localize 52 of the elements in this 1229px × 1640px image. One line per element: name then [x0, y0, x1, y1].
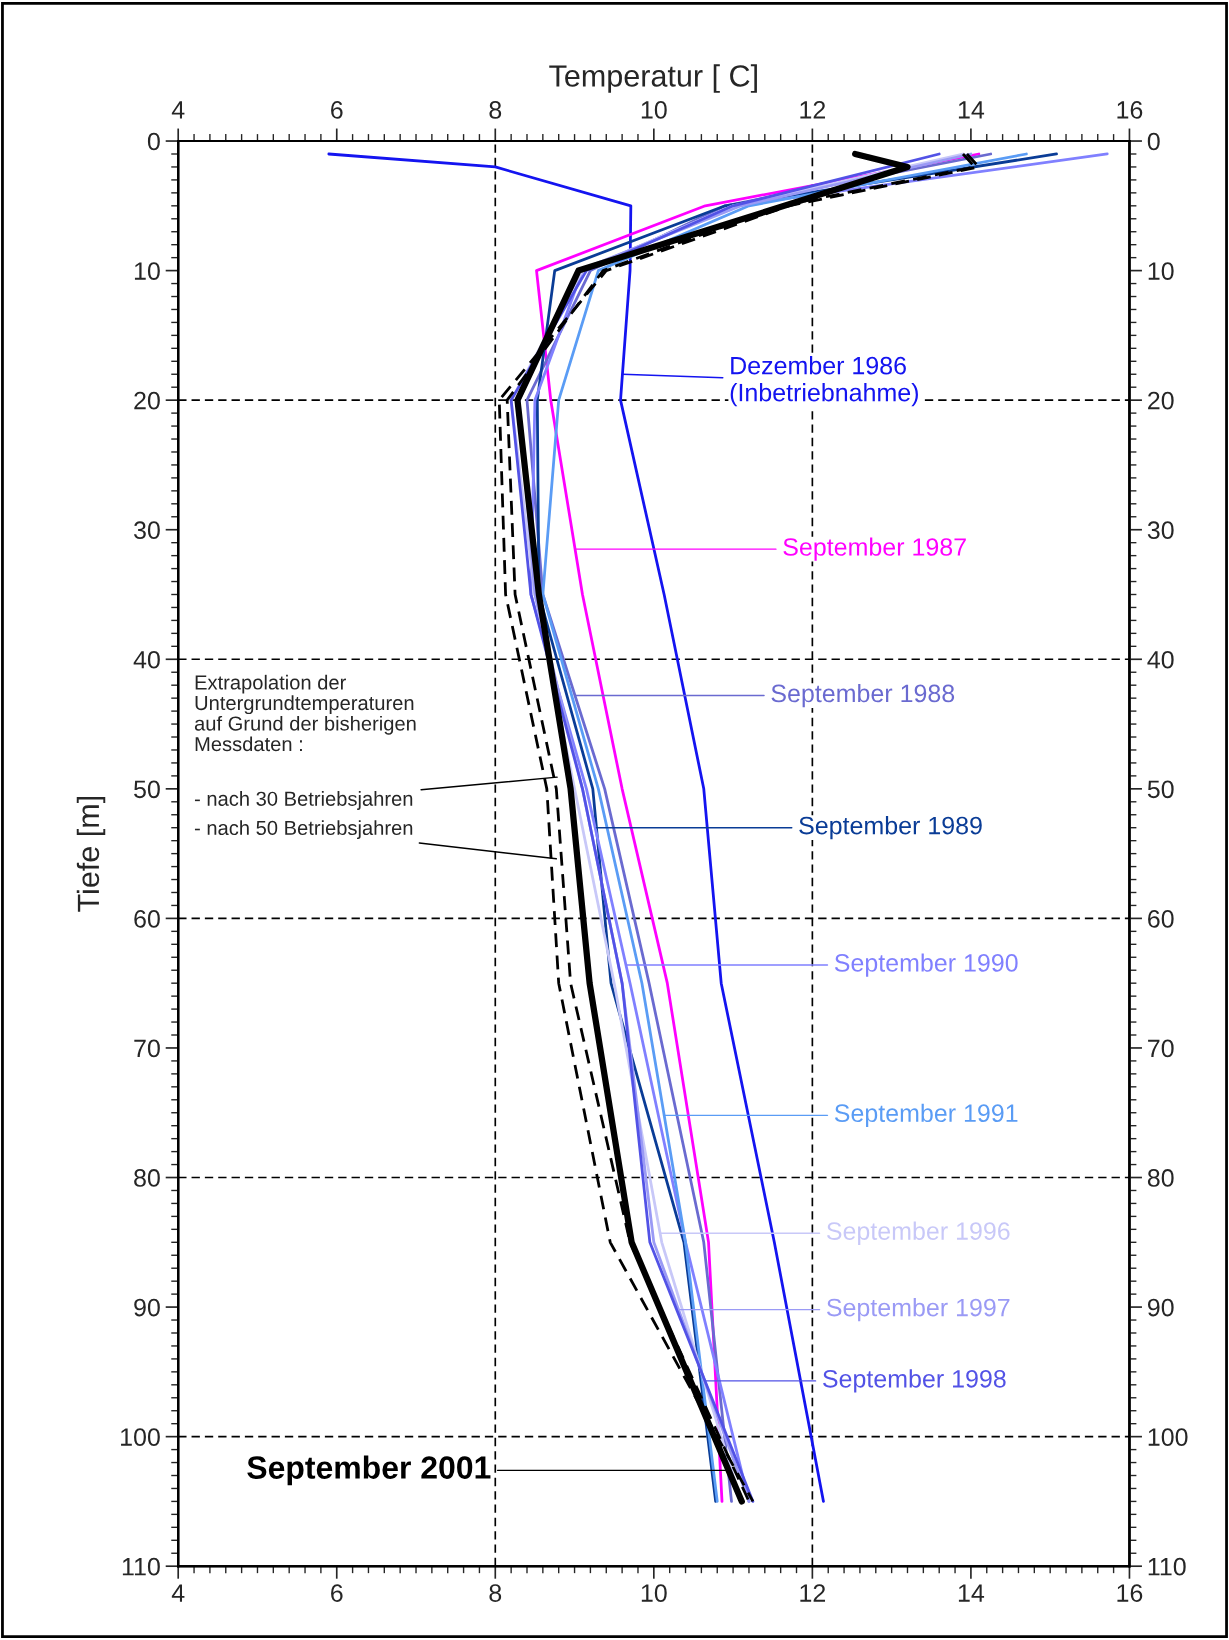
text: September 1997 — [826, 1298, 1010, 1322]
y2-tick-label: 10 — [1148, 262, 1174, 280]
y2-tick-label: 90 — [1147, 1298, 1174, 1317]
y-tick-label: 110 — [122, 1557, 160, 1576]
y2-tick-label: 0 — [1147, 132, 1160, 151]
legend-label: Dezember 1986 (Inbetriebnahme) — [730, 356, 918, 407]
y2-tick-label: 110 — [1148, 1557, 1186, 1576]
x2-tick-label: 12 — [800, 101, 826, 119]
x-tick-label: 10 — [641, 1584, 667, 1602]
x-tick-label: 8 — [489, 1584, 502, 1602]
legend-label: September 1998 — [823, 1369, 1006, 1393]
text: September 1991 — [834, 1103, 1018, 1127]
y2-tick-label: 80 — [1147, 1169, 1174, 1187]
x2-axis-title: Temperatur [ C] — [549, 64, 757, 93]
text: September 1987 — [783, 537, 966, 561]
y2-tick-label: 60 — [1148, 910, 1174, 928]
y-tick-label: 30 — [133, 521, 160, 540]
text: September 1988 — [771, 683, 955, 708]
x2-tick-label: 14 — [958, 101, 985, 119]
text: September 2001 — [247, 1455, 491, 1486]
y2-tick-label: 50 — [1147, 780, 1174, 799]
y-tick-label: 80 — [134, 1169, 160, 1187]
x-tick-label: 14 — [958, 1584, 985, 1602]
y-tick-label: 50 — [134, 780, 160, 799]
annotation: - nach 50 Betriebsjahren — [194, 820, 413, 840]
x2-tick-label: 4 — [171, 101, 185, 119]
annotation: - nach 30 Betriebsjahren — [194, 791, 413, 810]
x-tick-label: 6 — [331, 1584, 343, 1602]
y2-tick-label: 20 — [1148, 391, 1174, 410]
text: September 1989 — [799, 816, 982, 840]
y-tick-label: 90 — [134, 1298, 160, 1317]
y-tick-label: 70 — [134, 1039, 160, 1058]
x-tick-label: 16 — [1117, 1584, 1143, 1602]
y-tick-label: 60 — [134, 910, 160, 928]
text: September 1990 — [834, 953, 1018, 977]
x2-tick-label: 16 — [1117, 101, 1143, 119]
y2-tick-label: 100 — [1148, 1428, 1188, 1446]
y-tick-label: 100 — [121, 1428, 160, 1446]
x-tick-label: 4 — [171, 1584, 185, 1602]
y-tick-label: 0 — [147, 132, 160, 151]
x2-tick-label: 8 — [489, 101, 502, 119]
x-tick-label: 12 — [800, 1584, 826, 1602]
y2-tick-label: 70 — [1148, 1039, 1174, 1058]
y-tick-label: 20 — [134, 391, 160, 410]
x2-tick-label: 10 — [641, 101, 667, 119]
y2-tick-label: 40 — [1147, 650, 1174, 669]
y-tick-label: 10 — [134, 262, 160, 280]
annotation: Extrapolation der Untergrundtemperaturen auf Grund der bisherigen Messdaten : — [194, 674, 416, 752]
y-axis-title: Tiefe [m] — [76, 796, 106, 912]
y-tick-label: 40 — [133, 650, 160, 669]
x2-tick-label: 6 — [331, 101, 343, 119]
y2-tick-label: 30 — [1147, 521, 1174, 540]
